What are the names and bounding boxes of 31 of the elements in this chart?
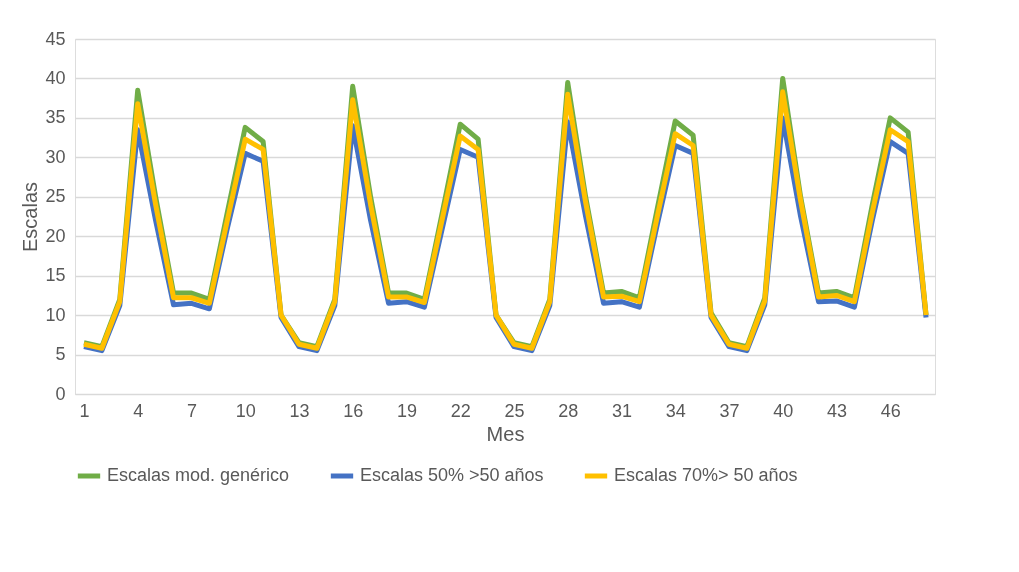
x-tick-label: 31 xyxy=(611,400,632,421)
x-tick-label: 7 xyxy=(186,400,197,421)
y-tick-label: 40 xyxy=(45,67,66,88)
y-axis-title: Escalas xyxy=(19,181,42,253)
y-tick-label: 0 xyxy=(55,383,66,404)
x-tick-label: 37 xyxy=(719,400,740,421)
x-axis-title: Mes xyxy=(486,422,525,445)
y-tick-label: 15 xyxy=(45,265,66,286)
x-tick-label: 1 xyxy=(79,400,90,421)
y-tick-label: 10 xyxy=(45,304,66,325)
x-tick-label: 25 xyxy=(504,400,525,421)
y-tick-label: 25 xyxy=(45,186,66,207)
x-tick-label: 40 xyxy=(773,400,794,421)
y-tick-label: 35 xyxy=(45,107,66,128)
x-tick-label: 46 xyxy=(880,400,901,421)
legend-label: Escalas mod. genérico xyxy=(107,465,290,485)
legend-label: Escalas 50% >50 años xyxy=(360,465,544,485)
x-tick-label: 19 xyxy=(396,400,417,421)
x-tick-label: 13 xyxy=(289,400,310,421)
x-tick-label: 43 xyxy=(826,400,847,421)
legend-label: Escalas 70%> 50 años xyxy=(614,465,798,485)
x-tick-label: 4 xyxy=(133,400,144,421)
x-tick-label: 34 xyxy=(665,400,686,421)
x-tick-label: 10 xyxy=(235,400,256,421)
x-tick-label: 28 xyxy=(558,400,579,421)
x-tick-label: 16 xyxy=(343,400,364,421)
y-tick-label: 20 xyxy=(45,225,66,246)
y-tick-label: 45 xyxy=(45,28,66,49)
x-tick-label: 22 xyxy=(450,400,471,421)
y-tick-label: 5 xyxy=(55,344,66,365)
y-tick-label: 30 xyxy=(45,146,66,167)
